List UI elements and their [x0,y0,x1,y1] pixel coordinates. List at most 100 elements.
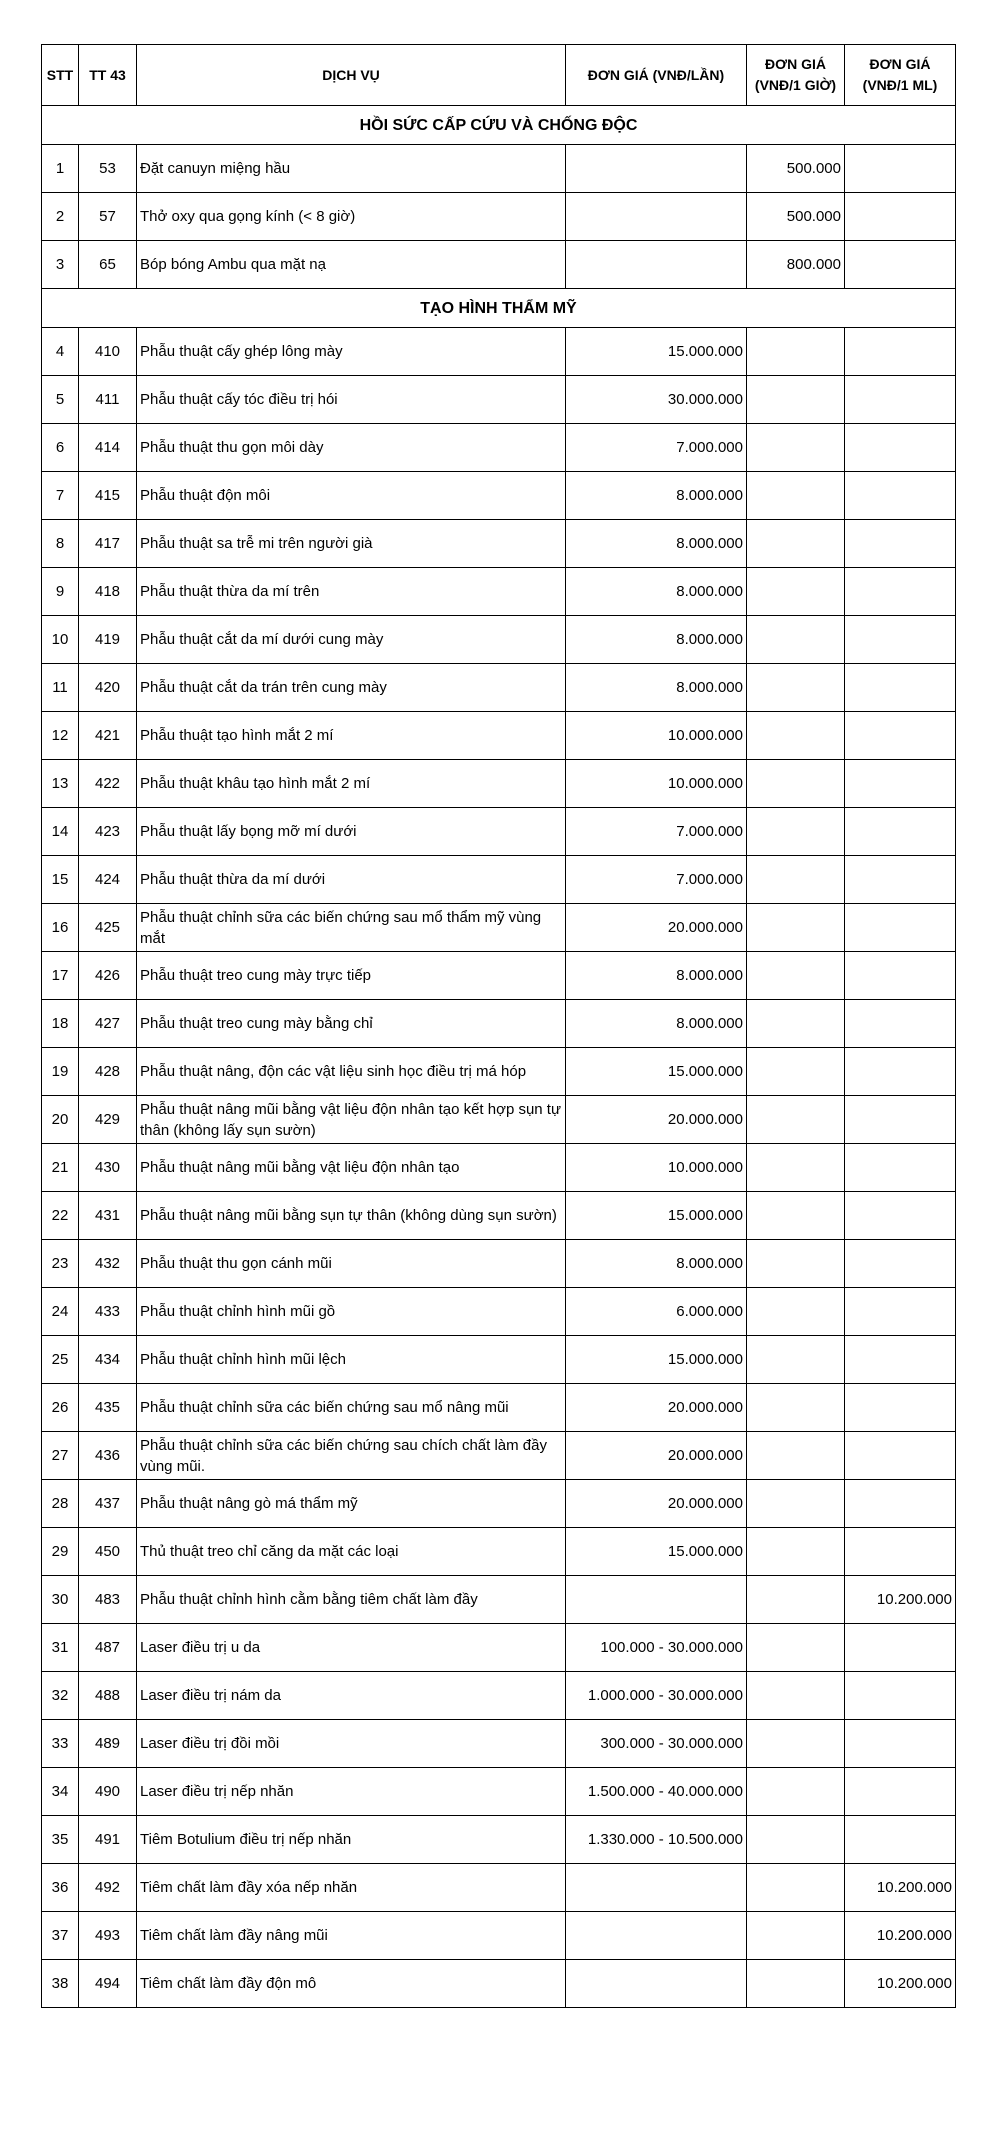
service-cell: Phẫu thuật nâng mũi bằng vật liệu độn nh… [136,1095,566,1144]
price-per-hour-cell [746,1863,845,1912]
price-per-time-cell: 1.500.000 - 40.000.000 [565,1767,747,1816]
service-cell: Phẫu thuật chỉnh hình mũi lệch [136,1335,566,1384]
code-cell: 490 [78,1767,137,1816]
stt-cell: 32 [41,1671,79,1720]
stt-cell: 35 [41,1815,79,1864]
price-per-time-cell [565,144,747,193]
code-cell: 65 [78,240,137,289]
price-per-ml-cell [844,855,956,904]
code-cell: 494 [78,1959,137,2008]
price-per-ml-cell [844,1479,956,1528]
price-per-time-cell: 10.000.000 [565,759,747,808]
price-table: STT TT 43 DỊCH VỤ ĐƠN GIÁ (VNĐ/LẦN) ĐƠN GIÁ … [41,44,956,2008]
code-cell: 450 [78,1527,137,1576]
service-cell: Phẫu thuật sa trễ mi trên người già [136,519,566,568]
stt-cell: 34 [41,1767,79,1816]
price-per-hour-cell [746,855,845,904]
price-per-hour-cell [746,1767,845,1816]
data-row: 37 493 Tiêm chất làm đầy nâng mũi 10.200.00… [41,1911,956,1960]
service-cell: Tiêm chất làm đầy xóa nếp nhăn [136,1863,566,1912]
data-row: 23 432 Phẫu thuật thu gọn cánh mũi 8.000.00… [41,1239,956,1288]
price-per-hour-cell [746,1143,845,1192]
price-per-time-cell: 15.000.000 [565,327,747,376]
data-row: 31 487 Laser điều trị u da 100.000 - 30.000… [41,1623,956,1672]
service-cell: Laser điều trị đồi mồi [136,1719,566,1768]
price-per-ml-cell [844,1095,956,1144]
code-cell: 421 [78,711,137,760]
price-per-hour-cell: 800.000 [746,240,845,289]
price-per-time-cell: 7.000.000 [565,807,747,856]
header-cell: DỊCH VỤ [136,44,566,106]
code-cell: 425 [78,903,137,952]
price-per-ml-cell [844,471,956,520]
stt-cell: 38 [41,1959,79,2008]
price-per-hour-cell [746,327,845,376]
price-per-time-cell: 10.000.000 [565,711,747,760]
stt-cell: 12 [41,711,79,760]
section-title: HỒI SỨC CẤP CỨU VÀ CHỐNG ĐỘC [41,105,956,145]
data-row: 34 490 Laser điều trị nếp nhăn 1.500.000 - … [41,1767,956,1816]
price-per-ml-cell [844,1383,956,1432]
service-cell: Phẫu thuật độn môi [136,471,566,520]
stt-cell: 19 [41,1047,79,1096]
code-cell: 491 [78,1815,137,1864]
price-per-ml-cell [844,663,956,712]
stt-cell: 17 [41,951,79,1000]
code-cell: 423 [78,807,137,856]
code-cell: 419 [78,615,137,664]
code-cell: 53 [78,144,137,193]
price-per-time-cell: 8.000.000 [565,999,747,1048]
price-per-hour-cell [746,1191,845,1240]
price-per-ml-cell [844,519,956,568]
price-per-hour-cell [746,807,845,856]
service-cell: Phẫu thuật lấy bọng mỡ mí dưới [136,807,566,856]
price-per-ml-cell [844,1191,956,1240]
code-cell: 418 [78,567,137,616]
code-cell: 427 [78,999,137,1048]
price-per-ml-cell [844,807,956,856]
price-per-time-cell: 15.000.000 [565,1047,747,1096]
stt-cell: 3 [41,240,79,289]
service-cell: Tiêm chất làm đầy nâng mũi [136,1911,566,1960]
data-row: 30 483 Phẫu thuật chỉnh hình cằm bằng tiêm… [41,1575,956,1624]
data-row: 14 423 Phẫu thuật lấy bọng mỡ mí dưới 7.000… [41,807,956,856]
price-per-ml-cell: 10.200.000 [844,1863,956,1912]
price-per-time-cell: 20.000.000 [565,1431,747,1480]
price-per-ml-cell: 10.200.000 [844,1575,956,1624]
code-cell: 430 [78,1143,137,1192]
price-per-hour-cell [746,711,845,760]
code-cell: 493 [78,1911,137,1960]
data-row: 26 435 Phẫu thuật chỉnh sữa các biến chứng… [41,1383,956,1432]
price-per-hour-cell [746,615,845,664]
stt-cell: 37 [41,1911,79,1960]
stt-cell: 31 [41,1623,79,1672]
stt-cell: 7 [41,471,79,520]
service-cell: Phẫu thuật nâng mũi bằng vật liệu độn nh… [136,1143,566,1192]
price-per-hour-cell [746,1047,845,1096]
price-per-time-cell: 8.000.000 [565,1239,747,1288]
price-per-hour-cell [746,759,845,808]
header-cell: ĐƠN GIÁ (VNĐ/1 ML) [844,44,956,106]
data-row: 27 436 Phẫu thuật chỉnh sữa các biến chứng… [41,1431,956,1480]
code-cell: 57 [78,192,137,241]
price-per-ml-cell [844,1623,956,1672]
price-per-time-cell: 30.000.000 [565,375,747,424]
service-cell: Phẫu thuật treo cung mày bằng chỉ [136,999,566,1048]
service-cell: Phẫu thuật chỉnh sữa các biến chứng sau … [136,903,566,952]
stt-cell: 13 [41,759,79,808]
service-cell: Phẫu thuật cắt da mí dưới cung mày [136,615,566,664]
code-cell: 426 [78,951,137,1000]
price-per-hour-cell [746,951,845,1000]
stt-cell: 27 [41,1431,79,1480]
service-cell: Bóp bóng Ambu qua mặt nạ [136,240,566,289]
price-per-hour-cell [746,1383,845,1432]
stt-cell: 36 [41,1863,79,1912]
price-per-ml-cell [844,1047,956,1096]
data-row: 20 429 Phẫu thuật nâng mũi bằng vật liệu đ… [41,1095,956,1144]
stt-cell: 20 [41,1095,79,1144]
code-cell: 428 [78,1047,137,1096]
price-per-hour-cell [746,471,845,520]
header-cell: TT 43 [78,44,137,106]
service-cell: Phẫu thuật chỉnh sữa các biến chứng sau … [136,1383,566,1432]
